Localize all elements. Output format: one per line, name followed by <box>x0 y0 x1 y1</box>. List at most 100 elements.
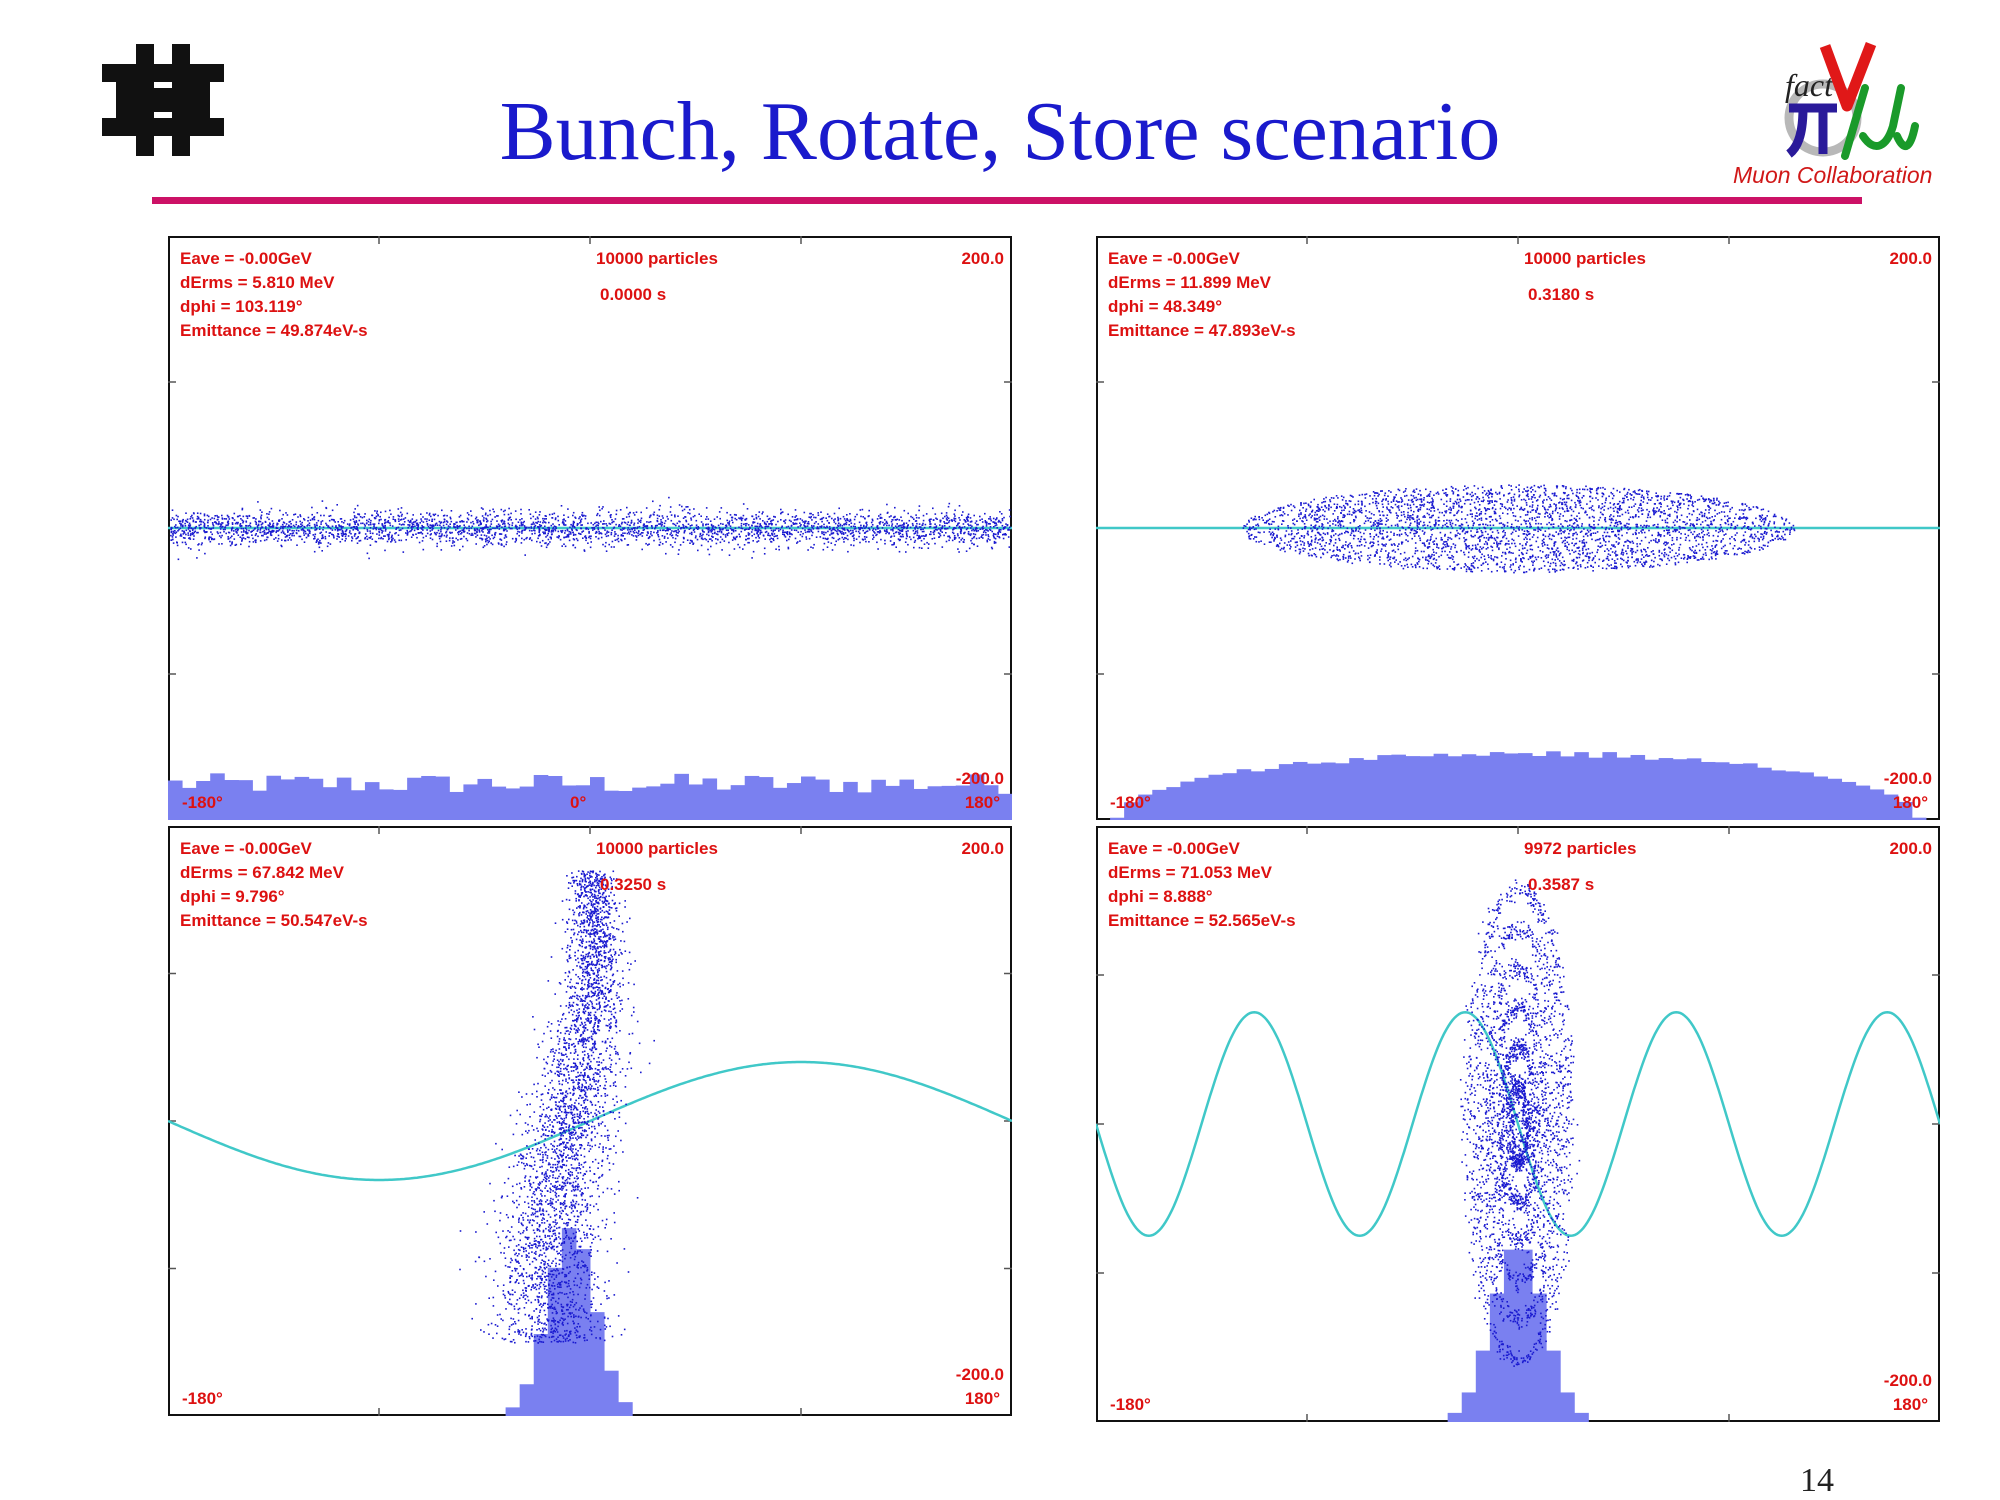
histogram-bin <box>688 784 704 820</box>
particle <box>805 538 808 540</box>
particle <box>518 527 521 529</box>
particle <box>1494 511 1496 514</box>
particle <box>1549 503 1551 506</box>
particle <box>1691 549 1693 552</box>
particle <box>272 525 275 527</box>
particle <box>418 541 421 544</box>
particle <box>767 534 769 536</box>
particle <box>1679 503 1681 506</box>
particle <box>400 529 402 531</box>
particle <box>172 538 174 541</box>
particle <box>265 526 267 528</box>
particle <box>777 520 779 523</box>
particle <box>1534 556 1537 559</box>
particle <box>288 537 291 539</box>
particle <box>935 526 937 529</box>
particle <box>710 538 712 540</box>
particle <box>1299 551 1302 553</box>
particle <box>839 530 842 532</box>
particle <box>1408 517 1410 519</box>
particle <box>929 523 931 525</box>
particle <box>321 550 323 552</box>
particle <box>1325 507 1328 509</box>
particle <box>771 519 773 522</box>
particle <box>337 533 339 535</box>
particle <box>1418 558 1421 561</box>
particle <box>1002 533 1004 536</box>
particle <box>809 512 811 515</box>
particle <box>879 521 882 523</box>
particle <box>288 524 290 527</box>
particle <box>434 513 437 516</box>
particle <box>794 509 797 511</box>
particle <box>728 554 731 556</box>
particle <box>967 523 969 525</box>
particle <box>450 520 453 523</box>
particle <box>617 537 620 540</box>
particle <box>249 524 251 527</box>
particle <box>341 530 344 532</box>
particle <box>397 526 400 529</box>
particle <box>1300 543 1302 546</box>
particle <box>366 535 368 538</box>
particle <box>391 536 393 538</box>
particle <box>371 514 373 517</box>
particle <box>946 527 949 530</box>
particle <box>430 533 432 535</box>
particle <box>241 507 244 510</box>
particle <box>620 534 623 537</box>
particle <box>707 523 709 526</box>
particle <box>1565 505 1568 507</box>
particle <box>1694 527 1697 530</box>
particle <box>647 532 649 535</box>
particle <box>954 509 956 512</box>
particle <box>702 533 704 536</box>
particle <box>1280 547 1283 550</box>
particle <box>1425 488 1427 491</box>
particle <box>971 529 973 532</box>
particle <box>1494 518 1497 521</box>
particle <box>629 528 631 531</box>
particle <box>918 505 921 507</box>
particle <box>310 527 313 529</box>
particle <box>967 513 970 516</box>
particle <box>1310 501 1312 503</box>
particle <box>844 532 847 534</box>
particle <box>399 519 402 521</box>
particle <box>928 526 931 528</box>
particle <box>879 529 881 532</box>
particle <box>1460 567 1462 569</box>
particle <box>1443 492 1445 495</box>
particle <box>894 531 897 534</box>
particle <box>1643 498 1645 500</box>
particle <box>1394 561 1396 563</box>
particle <box>289 533 292 535</box>
particle <box>1308 545 1310 547</box>
particle <box>1688 547 1691 549</box>
particle <box>1648 529 1650 532</box>
particle <box>481 530 483 532</box>
particle <box>193 535 195 537</box>
particle <box>1485 493 1487 496</box>
particle <box>1760 516 1763 518</box>
particle <box>364 525 366 527</box>
particle <box>542 531 544 533</box>
particle <box>1508 543 1510 545</box>
particle <box>1454 546 1456 549</box>
particle <box>827 541 830 543</box>
particle <box>656 514 659 517</box>
particle <box>1469 493 1472 496</box>
particle <box>853 537 855 540</box>
particle <box>978 537 981 539</box>
particle <box>1428 493 1431 495</box>
particle <box>705 527 708 529</box>
particle <box>786 531 789 533</box>
particle <box>203 513 206 515</box>
particle <box>182 518 184 521</box>
particle <box>1663 497 1665 499</box>
particle <box>876 525 879 527</box>
particle <box>1604 519 1606 521</box>
particle <box>917 527 919 530</box>
particle <box>993 526 995 528</box>
particle <box>1341 546 1343 549</box>
